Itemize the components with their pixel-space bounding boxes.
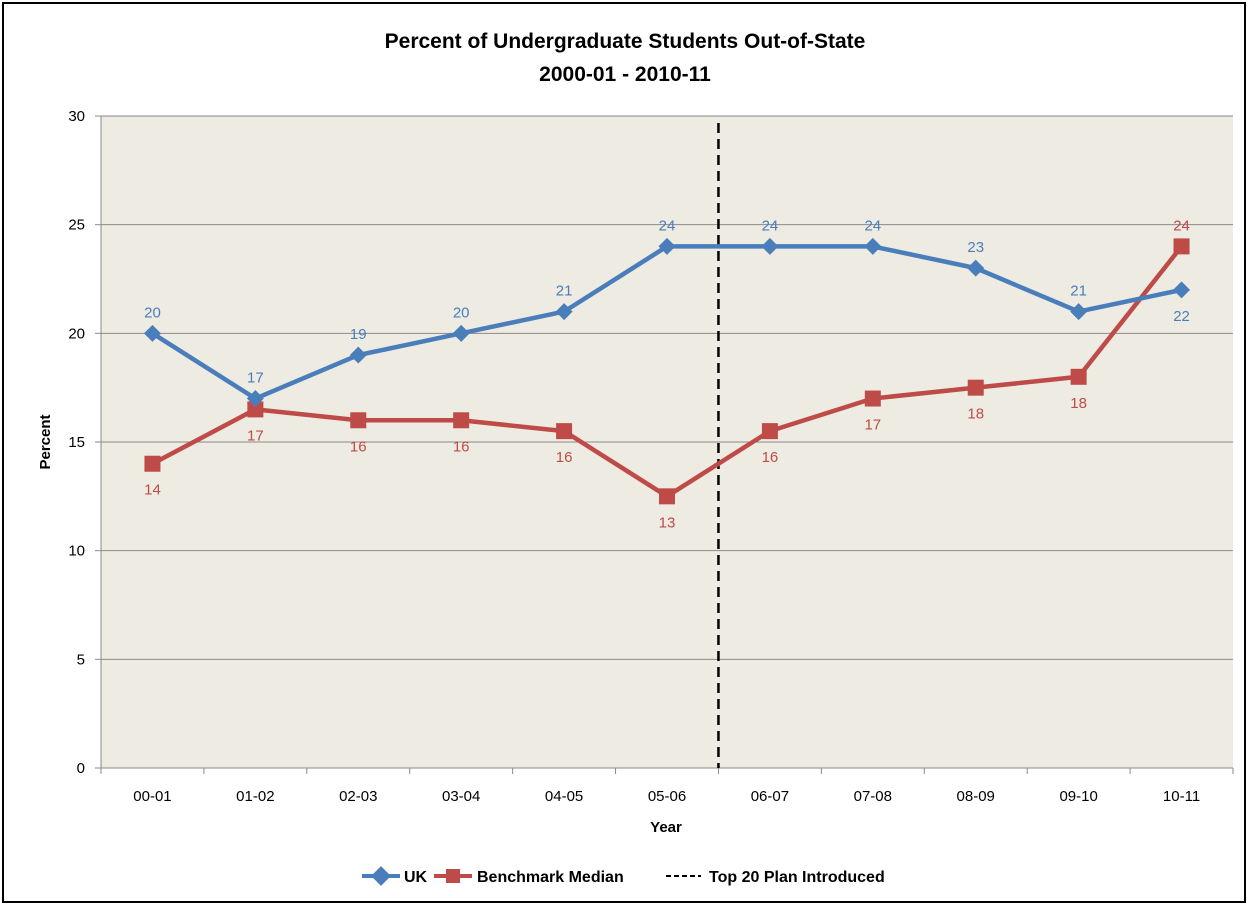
data-point-uk <box>864 237 882 255</box>
data-label-uk: 21 <box>556 283 573 300</box>
data-point-benchmark <box>967 379 984 396</box>
data-point-benchmark <box>247 401 264 418</box>
legend-label-uk: UK <box>404 869 428 886</box>
data-point-uk <box>967 259 985 277</box>
data-point-benchmark <box>453 412 470 429</box>
series-layer <box>143 237 1191 505</box>
data-label-uk: 23 <box>967 239 984 256</box>
data-point-benchmark <box>1070 368 1087 385</box>
x-axis-title: Year <box>650 819 682 836</box>
data-point-benchmark <box>556 423 573 440</box>
x-tick-label: 05-06 <box>648 788 686 805</box>
y-tick-label: 30 <box>68 108 85 125</box>
data-label-uk: 20 <box>453 304 470 321</box>
x-tick-label: 08-09 <box>957 788 995 805</box>
data-label-uk: 22 <box>1173 308 1190 325</box>
data-label-uk: 19 <box>350 326 367 343</box>
data-point-benchmark <box>144 455 161 472</box>
data-label-uk: 24 <box>762 217 779 234</box>
data-label-benchmark: 17 <box>247 427 264 444</box>
data-label-uk: 21 <box>1070 283 1087 300</box>
data-label-benchmark: 16 <box>762 449 779 466</box>
x-tick-label: 00-01 <box>133 788 171 805</box>
x-tick-label: 10-11 <box>1163 788 1200 805</box>
data-point-uk <box>452 324 470 342</box>
legend-marker-benchmark <box>446 869 460 883</box>
data-label-benchmark: 14 <box>144 482 161 499</box>
y-tick-label: 20 <box>68 325 85 342</box>
data-point-uk <box>761 237 779 255</box>
data-point-uk <box>555 303 573 321</box>
y-axis-title: Percent <box>37 414 54 469</box>
x-tick-label: 04-05 <box>545 788 583 805</box>
data-label-uk: 17 <box>247 370 264 387</box>
data-label-benchmark: 18 <box>967 406 984 423</box>
data-label-benchmark: 16 <box>453 438 470 455</box>
gridlines <box>101 115 1233 660</box>
data-point-benchmark <box>350 412 367 429</box>
x-tick-label: 06-07 <box>751 788 789 805</box>
data-point-benchmark <box>659 488 675 505</box>
axes: 0 5 10 15 20 25 30 00-01 01-02 02-03 03-04 04-05 05-… <box>68 108 1234 805</box>
data-label-benchmark: 17 <box>864 417 881 434</box>
data-point-uk <box>246 390 264 408</box>
data-labels: 20 17 19 20 21 24 24 24 23 21 22 14 17 16 16 16 13 16 17 18… <box>144 217 1190 531</box>
y-tick-label: 15 <box>68 434 85 451</box>
data-label-benchmark: 18 <box>1070 395 1087 412</box>
legend-marker-uk <box>371 866 391 886</box>
x-tick-label: 07-08 <box>854 788 892 805</box>
data-label-benchmark: 16 <box>556 449 573 466</box>
data-label-benchmark: 24 <box>1173 217 1190 234</box>
y-tick-label: 5 <box>77 651 85 668</box>
chart-title: Percent of Undergraduate Students Out-of… <box>385 30 866 53</box>
x-tick-label: 03-04 <box>442 788 480 805</box>
y-tick-label: 0 <box>77 760 85 777</box>
legend: UK Benchmark Median Top 20 Plan Introduc… <box>362 866 885 886</box>
y-tick-label: 25 <box>68 217 85 234</box>
data-point-uk <box>658 237 676 255</box>
data-point-benchmark <box>1173 238 1190 255</box>
data-label-benchmark: 16 <box>350 438 367 455</box>
y-tick-label: 10 <box>68 543 85 560</box>
data-label-uk: 24 <box>864 217 881 234</box>
data-point-benchmark <box>864 390 881 407</box>
data-label-uk: 24 <box>659 217 676 234</box>
data-point-benchmark <box>761 423 778 440</box>
data-label-benchmark: 13 <box>659 514 676 531</box>
x-tick-label: 02-03 <box>339 788 377 805</box>
data-label-uk: 20 <box>144 304 161 321</box>
legend-label-benchmark: Benchmark Median <box>477 869 624 886</box>
legend-label-annotation: Top 20 Plan Introduced <box>709 869 885 886</box>
chart-subtitle: 2000-01 - 2010-11 <box>539 63 711 86</box>
x-tick-label: 09-10 <box>1059 788 1097 805</box>
data-point-uk <box>143 324 161 342</box>
data-point-uk <box>349 346 367 364</box>
x-tick-label: 01-02 <box>236 788 274 805</box>
